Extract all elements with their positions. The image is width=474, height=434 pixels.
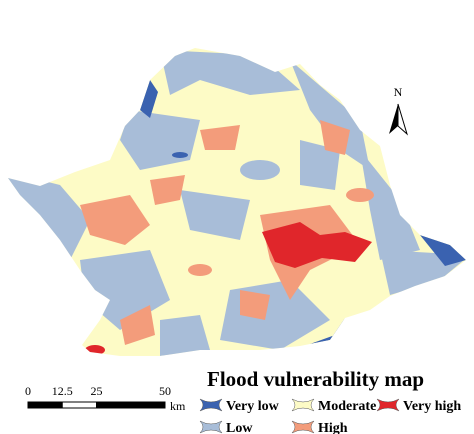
legend-label: High (318, 421, 348, 434)
legend-label: Very low (226, 399, 280, 414)
scale-label: 12.5 (52, 384, 73, 398)
scale-label: 0 (25, 384, 31, 398)
scale-segment (27, 401, 63, 409)
legend-swatch (199, 420, 223, 434)
scale-label: 25 (91, 384, 103, 398)
legend-swatch (199, 398, 223, 412)
legend-label: Very high (403, 399, 461, 414)
map-area (8, 48, 466, 356)
north-label: N (394, 85, 403, 99)
scale-unit: km (170, 399, 186, 413)
map-title: Flood vulnerability map (207, 367, 424, 391)
legend-swatch (291, 398, 315, 412)
legend-swatch (376, 398, 400, 412)
legend-swatch (291, 420, 315, 434)
legend-label: Low (226, 421, 253, 434)
legend: Very low Moderate Very high Low High (199, 398, 461, 434)
legend-label: Moderate (318, 399, 376, 414)
north-arrow: N (389, 85, 408, 136)
scale-label: 50 (159, 384, 171, 398)
scale-segment (96, 401, 166, 409)
scale-segment (61, 401, 97, 409)
